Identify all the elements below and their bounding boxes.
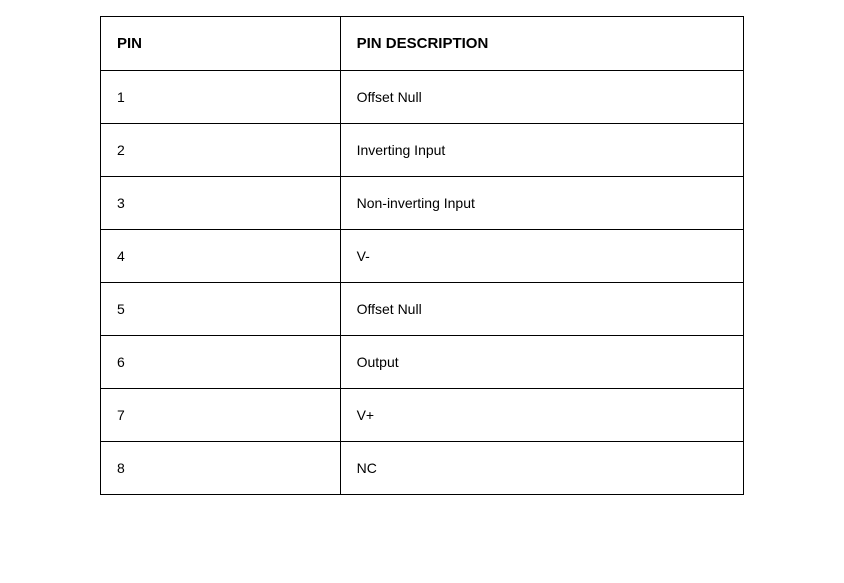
table-row: 6 Output (101, 336, 744, 389)
cell-description: Non-inverting Input (340, 177, 743, 230)
table-row: 1 Offset Null (101, 71, 744, 124)
table-row: 2 Inverting Input (101, 124, 744, 177)
cell-pin: 3 (101, 177, 341, 230)
header-pin: PIN (101, 17, 341, 71)
pin-table: PIN PIN DESCRIPTION 1 Offset Null 2 Inve… (100, 16, 744, 495)
cell-description: V+ (340, 389, 743, 442)
cell-pin: 5 (101, 283, 341, 336)
header-description: PIN DESCRIPTION (340, 17, 743, 71)
cell-pin: 4 (101, 230, 341, 283)
table-row: 4 V- (101, 230, 744, 283)
table-header-row: PIN PIN DESCRIPTION (101, 17, 744, 71)
table-row: 3 Non-inverting Input (101, 177, 744, 230)
cell-description: Offset Null (340, 283, 743, 336)
table-row: 8 NC (101, 442, 744, 495)
cell-description: Offset Null (340, 71, 743, 124)
cell-pin: 7 (101, 389, 341, 442)
cell-pin: 1 (101, 71, 341, 124)
cell-pin: 6 (101, 336, 341, 389)
cell-description: Output (340, 336, 743, 389)
cell-pin: 8 (101, 442, 341, 495)
table-row: 5 Offset Null (101, 283, 744, 336)
cell-description: Inverting Input (340, 124, 743, 177)
cell-description: NC (340, 442, 743, 495)
pin-table-container: PIN PIN DESCRIPTION 1 Offset Null 2 Inve… (100, 16, 744, 495)
cell-description: V- (340, 230, 743, 283)
cell-pin: 2 (101, 124, 341, 177)
table-row: 7 V+ (101, 389, 744, 442)
